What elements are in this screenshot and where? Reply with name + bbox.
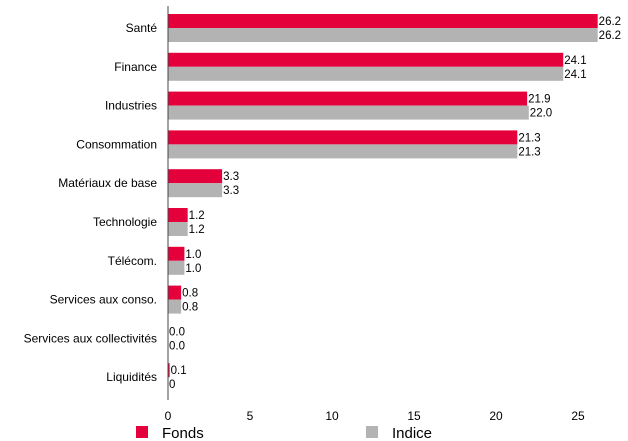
bar-indice-industries — [168, 105, 529, 120]
bar-fonds-finance — [168, 52, 564, 67]
category-label-industries: Industries — [105, 99, 157, 113]
bar-indice-services-aux-conso — [168, 299, 182, 314]
bar-fonds-technologie — [168, 208, 188, 222]
category-label-services-aux-collectivites: Services aux collectivités — [24, 331, 157, 345]
value-label-indice-sante: 26.2 — [599, 30, 621, 42]
bar-indice-consommation — [168, 144, 518, 159]
bar-fonds-sante — [168, 14, 598, 28]
category-label-sante: Santé — [126, 21, 158, 35]
value-label-fonds-services-aux-conso: 0.8 — [182, 288, 198, 300]
value-label-indice-industries: 22.0 — [530, 108, 552, 120]
x-tick-label: 15 — [407, 409, 421, 423]
value-label-fonds-consommation: 21.3 — [518, 132, 540, 144]
value-label-fonds-technologie: 1.2 — [189, 210, 205, 222]
category-label-consommation: Consommation — [76, 137, 157, 151]
legend-label-indice: Indice — [392, 425, 432, 441]
category-label-liquidites: Liquidités — [106, 370, 157, 384]
value-label-fonds-liquidites: 0.1 — [171, 365, 187, 377]
legend: Fonds Indice — [136, 425, 432, 441]
value-label-fonds-materiaux-de-base: 3.3 — [223, 171, 239, 183]
value-label-indice-materiaux-de-base: 3.3 — [223, 185, 239, 197]
bar-indice-telecom — [168, 260, 185, 275]
value-label-indice-telecom: 1.0 — [185, 263, 201, 275]
bar-fonds-liquidites — [168, 363, 170, 378]
category-label-services-aux-conso: Services aux conso. — [50, 293, 157, 307]
bar-indice-materiaux-de-base — [168, 183, 223, 198]
bar-indice-technologie — [168, 222, 188, 236]
bar-fonds-services-aux-conso — [168, 285, 182, 300]
legend-swatch-indice — [366, 426, 378, 438]
x-tick-label: 0 — [165, 409, 172, 423]
category-label-technologie: Technologie — [93, 215, 157, 229]
value-label-fonds-services-aux-collectivites: 0.0 — [169, 326, 185, 338]
bar-fonds-telecom — [168, 246, 185, 261]
category-label-materiaux-de-base: Matériaux de base — [58, 176, 157, 190]
legend-label-fonds: Fonds — [162, 425, 204, 441]
bar-fonds-materiaux-de-base — [168, 169, 223, 184]
value-label-fonds-industries: 21.9 — [528, 94, 550, 106]
x-tick-labels-group: 0 5 10 15 20 25 — [165, 409, 585, 423]
x-tick-label: 10 — [325, 409, 339, 423]
category-label-telecom: Télécom. — [108, 254, 157, 268]
legend-swatch-fonds — [136, 426, 148, 438]
bar-indice-finance — [168, 66, 564, 81]
value-label-fonds-sante: 26.2 — [599, 16, 621, 28]
value-label-fonds-finance: 24.1 — [564, 55, 586, 67]
x-tick-label: 5 — [247, 409, 254, 423]
bar-fonds-consommation — [168, 130, 518, 145]
value-labels-group: 26.2 26.2 24.1 24.1 21.9 22.0 21.3 21.3 3.3 3.3 1.… — [169, 16, 621, 391]
value-label-indice-consommation: 21.3 — [518, 146, 540, 158]
value-label-indice-services-aux-collectivites: 0.0 — [169, 340, 185, 352]
value-label-fonds-telecom: 1.0 — [185, 249, 201, 261]
value-label-indice-technologie: 1.2 — [189, 224, 205, 236]
value-label-indice-liquidites: 0 — [169, 379, 175, 391]
category-labels-group: Santé Finance Industries Consommation Matéri… — [24, 21, 158, 384]
value-label-indice-finance: 24.1 — [564, 69, 586, 81]
category-label-finance: Finance — [114, 60, 157, 74]
x-tick-label: 20 — [489, 409, 503, 423]
bars-group — [168, 14, 598, 378]
x-tick-label: 25 — [571, 409, 585, 423]
bar-indice-sante — [168, 28, 598, 42]
bar-fonds-industries — [168, 91, 528, 106]
value-label-indice-services-aux-conso: 0.8 — [182, 302, 198, 314]
